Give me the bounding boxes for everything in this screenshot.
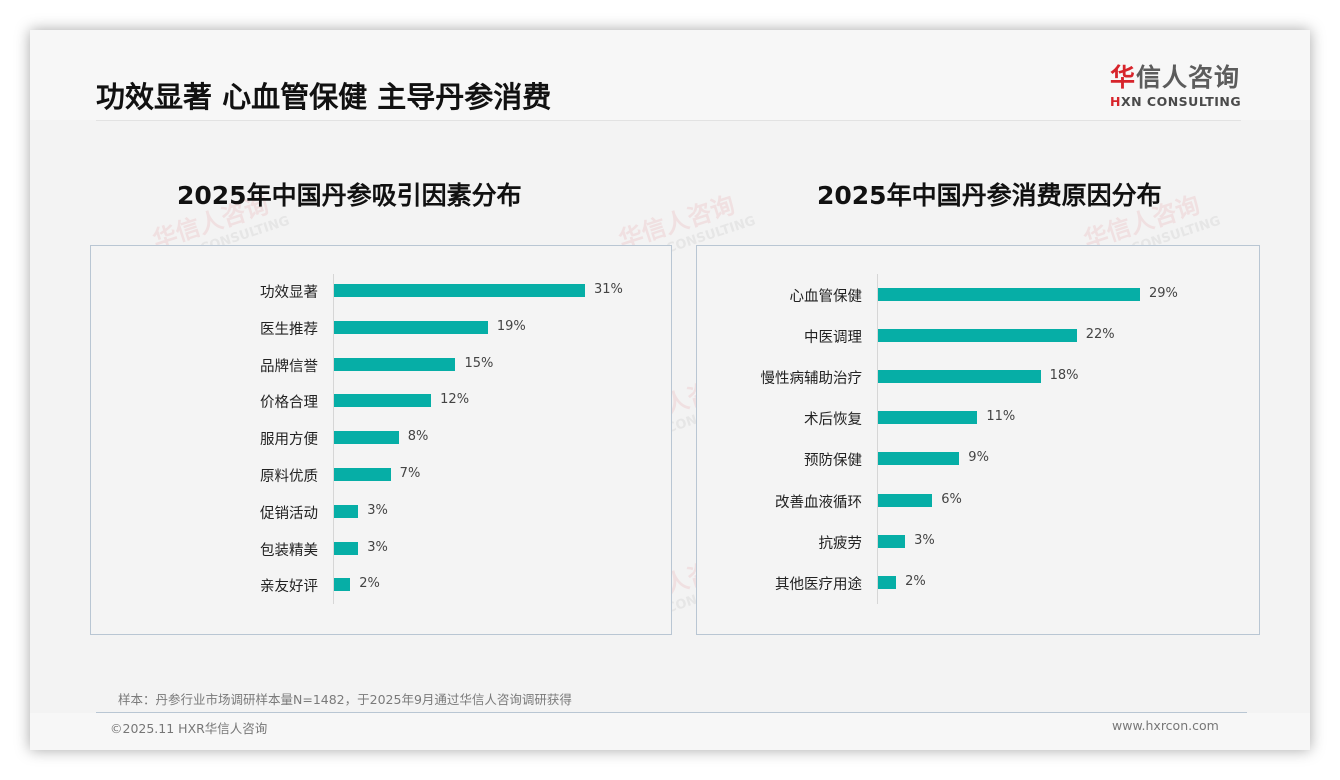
chart-title-consumption-reason: 2025年中国丹参消费原因分布 <box>817 181 1162 210</box>
chart-row: 包装精美 3% <box>91 539 671 559</box>
page-title: 功效显著 心血管保健 主导丹参消费 <box>96 80 552 114</box>
value-label: 7% <box>399 466 421 481</box>
bar <box>334 504 359 518</box>
bar <box>878 493 933 507</box>
bar <box>878 452 960 466</box>
chart-panel-consumption-reason: 心血管保健 29% 中医调理 22% 慢性病辅助治疗 18% 术后恢复 11% 预防保健 9% 改善… <box>696 245 1260 635</box>
header-band <box>30 30 1310 120</box>
category-label: 医生推荐 <box>260 321 318 338</box>
value-label: 31% <box>594 282 623 297</box>
value-label: 2% <box>359 576 380 592</box>
chart-row: 中医调理 22% <box>697 327 1259 347</box>
website-link[interactable]: www.hxrcon.com <box>1112 718 1219 733</box>
value-label: 15% <box>464 355 494 371</box>
category-label: 价格合理 <box>260 395 318 412</box>
value-label: 22% <box>1085 327 1115 343</box>
bar <box>878 411 978 425</box>
value-label: 9% <box>968 450 989 466</box>
bar <box>334 578 351 592</box>
value-label: 6% <box>941 491 962 507</box>
chart-row: 抗疲劳 3% <box>697 532 1259 552</box>
category-label: 包装精美 <box>260 542 318 559</box>
logo-red-char: 华 <box>1110 63 1137 92</box>
bar <box>878 534 906 548</box>
footer-band <box>30 713 1310 750</box>
category-label: 中医调理 <box>804 330 862 347</box>
chart-title-attraction: 2025年中国丹参吸引因素分布 <box>177 181 522 210</box>
value-label: 3% <box>367 539 388 555</box>
bar <box>878 288 1140 301</box>
value-label: 8% <box>407 429 429 445</box>
logo-chinese: 华信人咨询 <box>1110 64 1245 92</box>
category-label: 预防保健 <box>804 453 862 470</box>
category-label: 亲友好评 <box>260 579 318 596</box>
value-label: 11% <box>986 409 1016 425</box>
value-label: 12% <box>440 392 470 408</box>
category-label: 其他医疗用途 <box>775 576 862 593</box>
category-label: 抗疲劳 <box>818 535 863 552</box>
bar <box>334 541 359 555</box>
logo-english: HXN CONSULTING <box>1110 94 1245 109</box>
chart-row: 亲友好评 2% <box>91 576 671 596</box>
category-label: 术后恢复 <box>804 412 862 429</box>
value-label: 2% <box>905 573 926 589</box>
brand-logo: 华信人咨询 HXN CONSULTING <box>1110 64 1245 110</box>
bar <box>878 575 897 589</box>
chart-row: 预防保健 9% <box>697 450 1259 470</box>
chart-row: 原料优质 7% <box>91 466 671 485</box>
category-label: 心血管保健 <box>789 289 863 305</box>
chart-axis <box>333 274 334 604</box>
chart-row: 品牌信誉 15% <box>91 355 671 375</box>
value-label: 18% <box>1049 368 1079 384</box>
category-label: 改善血液循环 <box>775 494 862 511</box>
bar <box>334 394 432 408</box>
chart-row: 功效显著 31% <box>91 282 671 301</box>
bar <box>334 468 391 481</box>
chart-panel-attraction: 功效显著 31% 医生推荐 19% 品牌信誉 15% 价格合理 12% 服用方便 8% 原料优质 7%… <box>90 245 672 635</box>
title-divider <box>96 120 1241 121</box>
chart-row: 促销活动 3% <box>91 502 671 522</box>
chart-row: 心血管保健 29% <box>697 286 1259 305</box>
category-label: 品牌信誉 <box>260 358 318 375</box>
bar <box>878 329 1077 343</box>
category-label: 促销活动 <box>260 505 318 522</box>
value-label: 3% <box>367 502 388 518</box>
chart-row: 改善血液循环 6% <box>697 491 1259 511</box>
value-label: 3% <box>914 532 935 548</box>
chart-row: 医生推荐 19% <box>91 318 671 338</box>
chart-axis <box>877 274 878 604</box>
chart-row: 服用方便 8% <box>91 429 671 449</box>
bar <box>334 357 456 371</box>
chart-row: 价格合理 12% <box>91 392 671 412</box>
bar <box>334 284 585 297</box>
sample-note: 样本：丹参行业市场调研样本量N=1482，于2025年9月通过华信人咨询调研获得 <box>118 692 572 707</box>
chart-row: 慢性病辅助治疗 18% <box>697 368 1259 388</box>
bar <box>334 320 488 334</box>
value-label: 29% <box>1149 286 1178 301</box>
category-label: 功效显著 <box>260 285 318 301</box>
logo-red-letter: H <box>1110 94 1121 109</box>
category-label: 服用方便 <box>260 432 318 449</box>
bar <box>334 431 399 445</box>
slide: 功效显著 心血管保健 主导丹参消费 华信人咨询 HXN CONSULTING 华… <box>30 30 1310 750</box>
chart-row: 其他医疗用途 2% <box>697 573 1259 593</box>
chart-row: 术后恢复 11% <box>697 409 1259 429</box>
category-label: 原料优质 <box>260 469 318 485</box>
value-label: 19% <box>496 318 526 334</box>
footer-divider <box>96 712 1247 713</box>
category-label: 慢性病辅助治疗 <box>760 371 863 388</box>
logo-cn-text: 信人咨询 <box>1136 63 1241 92</box>
bar <box>878 370 1041 384</box>
copyright: ©2025.11 HXR华信人咨询 <box>110 721 268 736</box>
logo-en-text: XN CONSULTING <box>1120 94 1242 109</box>
